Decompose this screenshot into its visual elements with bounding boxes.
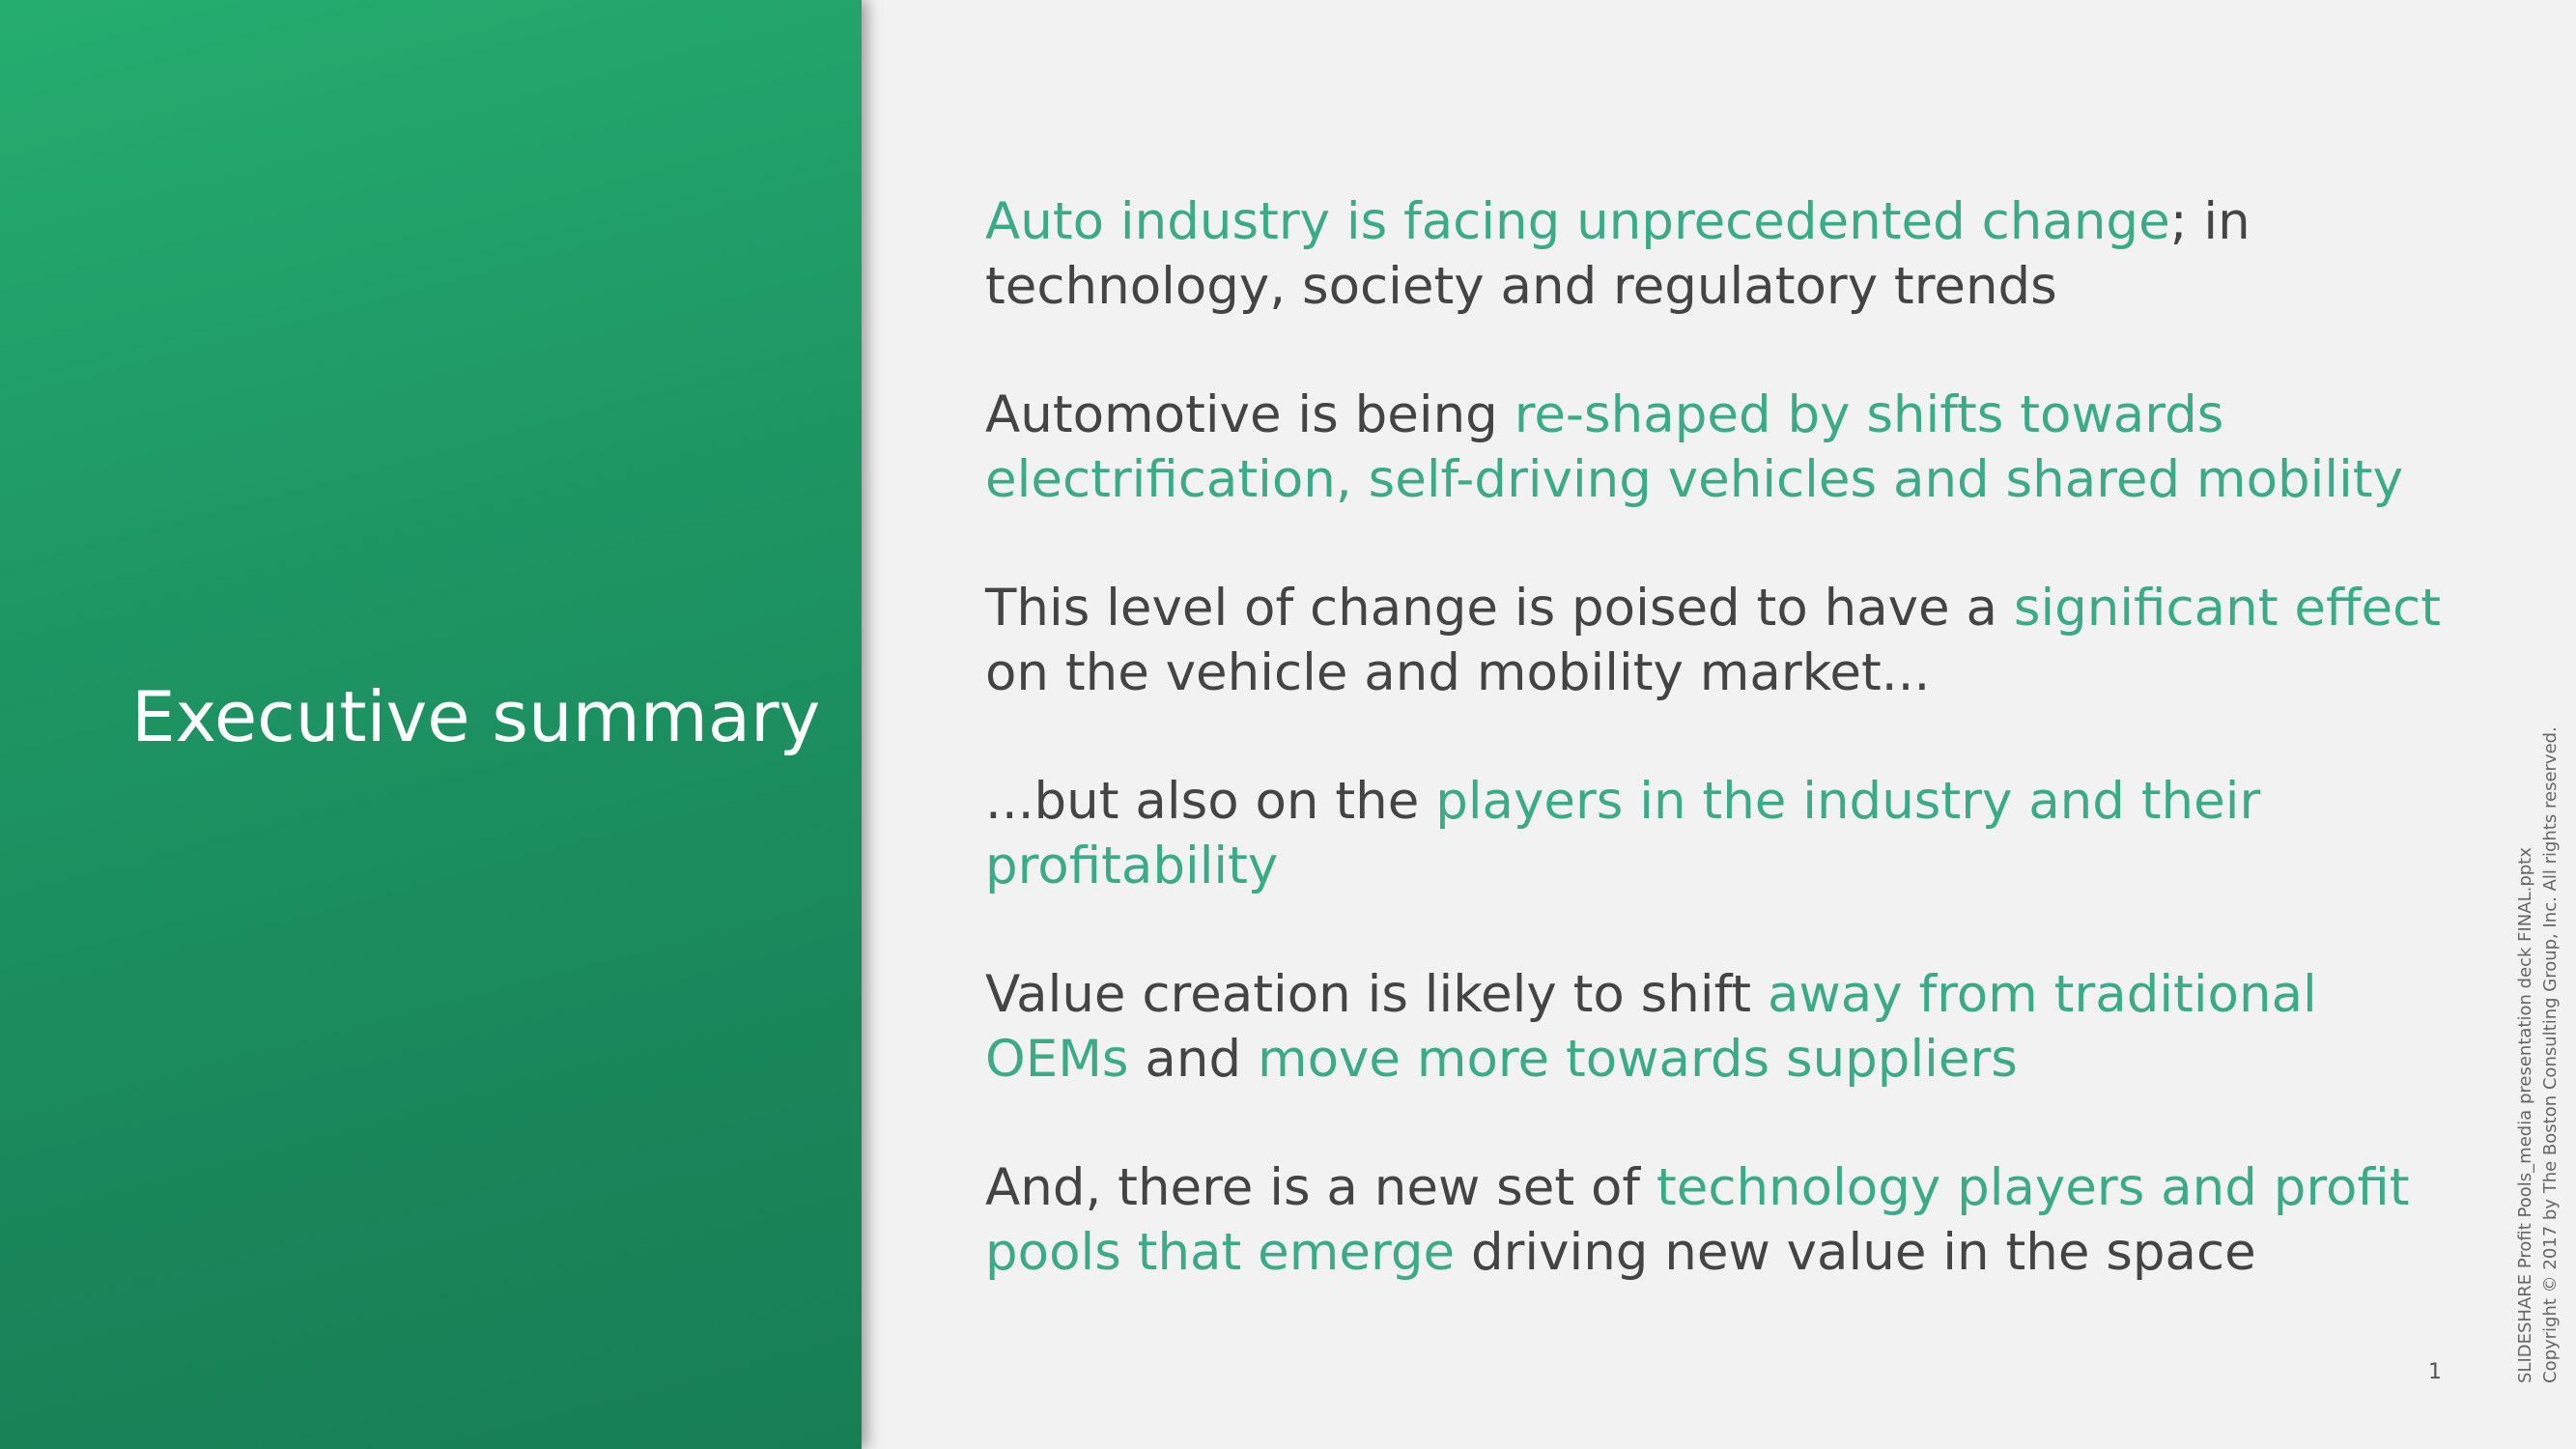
summary-point-5: Value creation is likely to shift away f…	[985, 962, 2453, 1092]
body-text: Automotive is being	[985, 385, 1514, 444]
footer-note: SLIDESHARE Profit Pools_media presentati…	[2513, 726, 2563, 1383]
highlight-text: players in the industry and their profit…	[985, 772, 2261, 895]
page-number: 1	[2428, 1360, 2442, 1384]
highlight-text: technology players and profit pools that…	[985, 1158, 2410, 1282]
footer-copyright: Copyright © 2017 by The Boston Consultin…	[2540, 726, 2561, 1383]
title-panel: Executive summary	[0, 0, 862, 1449]
body-text: and	[1128, 1030, 1258, 1089]
body-text: ...but also on the	[985, 772, 1436, 831]
summary-point-6: And, there is a new set of technology pl…	[985, 1155, 2453, 1285]
summary-point-2: Automotive is being re-shaped by shifts …	[985, 383, 2453, 512]
body-text: Value creation is likely to shift	[985, 965, 1768, 1024]
highlight-text: away from traditional OEMs	[985, 965, 2317, 1089]
highlight-text: move more towards suppliers	[1257, 1030, 2018, 1089]
body-text: This level of change is poised to have a	[985, 579, 2014, 638]
summary-point-4: ...but also on the players in the indust…	[985, 769, 2453, 898]
summary-content: Auto industry is facing unprecedented ch…	[985, 189, 2453, 1349]
body-text: driving new value in the space	[1455, 1223, 2256, 1282]
summary-point-1: Auto industry is facing unprecedented ch…	[985, 189, 2453, 319]
summary-point-3: This level of change is poised to have a…	[985, 576, 2453, 705]
slide-title: Executive summary	[131, 676, 821, 757]
footer-file-name: SLIDESHARE Profit Pools_media presentati…	[2515, 847, 2535, 1383]
body-text: on the vehicle and mobility market...	[985, 643, 1931, 702]
body-text: And, there is a new set of	[985, 1158, 1656, 1217]
highlight-text: re-shaped by shifts towards electrificat…	[985, 385, 2403, 509]
highlight-text: significant effect	[2013, 579, 2441, 638]
body-text: ; in technology, society and regulatory …	[985, 192, 2250, 316]
highlight-text: Auto industry is facing unprecedented ch…	[985, 192, 2170, 251]
